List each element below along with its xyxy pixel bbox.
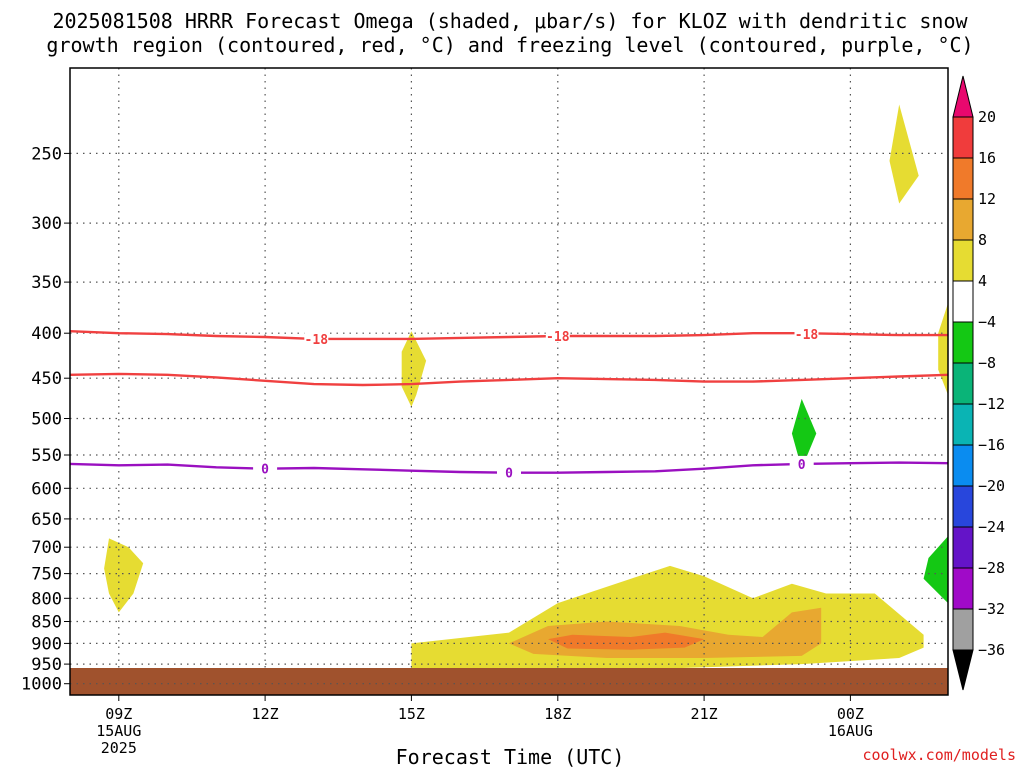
colorbar-label-1: 16: [978, 149, 996, 167]
colorbar-label-7: −12: [978, 395, 1005, 413]
colorbar-label-4: 4: [978, 272, 987, 290]
colorbar-label-0: 20: [978, 108, 996, 126]
contour-label-0-1: -18: [546, 330, 570, 345]
contour-label-bg-0-2: [794, 326, 819, 341]
ground-surface: [70, 668, 948, 695]
y-tick-label-850: 850: [31, 613, 62, 633]
grid-lines: [70, 68, 948, 685]
omega-region-0: [104, 538, 144, 613]
y-tick-label-800: 800: [31, 589, 62, 609]
y-tick-label-900: 900: [31, 634, 62, 654]
x-tick-label-5-0: 00Z: [837, 705, 864, 723]
x-tick-label-2-0: 15Z: [398, 705, 425, 723]
colorbar-label-5: −4: [978, 313, 996, 331]
y-tick-label-500: 500: [31, 410, 62, 430]
colorbar-band-10: [952, 526, 974, 569]
x-tick-label-0-1: 15AUG: [96, 722, 141, 740]
colorbar-label-6: −8: [978, 354, 996, 372]
colorbar-band-6: [952, 362, 974, 405]
y-tick-label-300: 300: [31, 214, 62, 234]
omega-region-8: [548, 632, 705, 650]
x-tick-label-5-1: 16AUG: [828, 722, 873, 740]
omega-region-2: [791, 398, 817, 469]
temperature-contours: -18 -18 -18 0 0 0: [69, 326, 949, 482]
colorbar-label-12: −32: [978, 600, 1005, 618]
chart-title-line-1: 2025081508 HRRR Forecast Omega (shaded, …: [52, 9, 968, 33]
omega-region-3: [889, 104, 919, 204]
contour-line-1: [69, 372, 949, 387]
colorbar-band-12: [952, 608, 974, 651]
colorbar-band-1: [952, 157, 974, 200]
y-tick-label-750: 750: [31, 565, 62, 585]
y-tick-label-250: 250: [31, 144, 62, 164]
colorbar-band-11: [952, 567, 974, 610]
colorbar-label-9: −20: [978, 477, 1005, 495]
x-tick-label-4-0: 21Z: [691, 705, 718, 723]
credit-text: coolwx.com/models: [862, 746, 1016, 764]
colorbar-band-8: [952, 444, 974, 487]
colorbar-band-3: [952, 239, 974, 282]
colorbar-top-arrow: [952, 75, 974, 118]
colorbar-label-10: −24: [978, 518, 1005, 536]
contour-label-0-0: -18: [305, 333, 329, 348]
omega-region-4: [938, 303, 948, 395]
contour-label-bg-0-1: [545, 328, 570, 342]
pressure-axis: 2503003504004505005506006507007508008509…: [21, 144, 70, 695]
colorbar-bottom-arrow: [952, 649, 974, 691]
colorbar-band-0: [952, 116, 974, 159]
colorbar-label-3: 8: [978, 231, 987, 249]
y-tick-label-400: 400: [31, 324, 62, 344]
y-tick-label-600: 600: [31, 479, 62, 499]
y-tick-label-700: 700: [31, 538, 62, 558]
contour-label-bg-2-2: [789, 455, 814, 470]
contour-label-2-2: 0: [798, 458, 806, 473]
y-tick-label-650: 650: [31, 510, 62, 530]
colorbar-label-11: −28: [978, 559, 1005, 577]
omega-shading: [104, 104, 948, 671]
x-tick-label-3-0: 18Z: [544, 705, 571, 723]
colorbar-label-13: −36: [978, 641, 1005, 659]
y-tick-label-350: 350: [31, 273, 62, 293]
x-tick-label-0-2: 2025: [101, 739, 137, 757]
y-tick-label-1000: 1000: [21, 675, 62, 695]
omega-colorbar: 20 16 12 8 4 −4 −8 −12 −16 −20 −24 −28 −32 −36: [952, 75, 1005, 691]
plot-frame: [69, 67, 949, 696]
omega-region-1: [401, 331, 427, 407]
contour-label-bg-2-0: [253, 460, 278, 475]
colorbar-band-4: [952, 280, 974, 323]
contour-label-2-1: 0: [505, 467, 513, 482]
plot-area: -18 -18 -18 0 0 0: [69, 67, 949, 696]
colorbar-band-9: [952, 485, 974, 528]
colorbar-band-2: [952, 198, 974, 241]
x-tick-label-1-0: 12Z: [252, 705, 279, 723]
y-tick-label-450: 450: [31, 369, 62, 389]
contour-label-bg-0-0: [304, 330, 329, 345]
chart-title-line-2: growth region (contoured, red, °C) and f…: [46, 33, 973, 57]
y-tick-label-550: 550: [31, 446, 62, 466]
x-axis-label: Forecast Time (UTC): [396, 745, 625, 768]
y-tick-label-950: 950: [31, 655, 62, 675]
contour-label-bg-2-1: [497, 464, 521, 479]
colorbar-label-2: 12: [978, 190, 996, 208]
colorbar-band-7: [952, 403, 974, 446]
contour-label-2-0: 0: [261, 463, 269, 478]
colorbar-band-5: [952, 321, 974, 364]
contour-label-0-2: -18: [795, 328, 819, 343]
colorbar-label-8: −16: [978, 436, 1005, 454]
x-tick-label-0-0: 09Z: [105, 705, 132, 723]
omega-region-5: [923, 536, 948, 604]
